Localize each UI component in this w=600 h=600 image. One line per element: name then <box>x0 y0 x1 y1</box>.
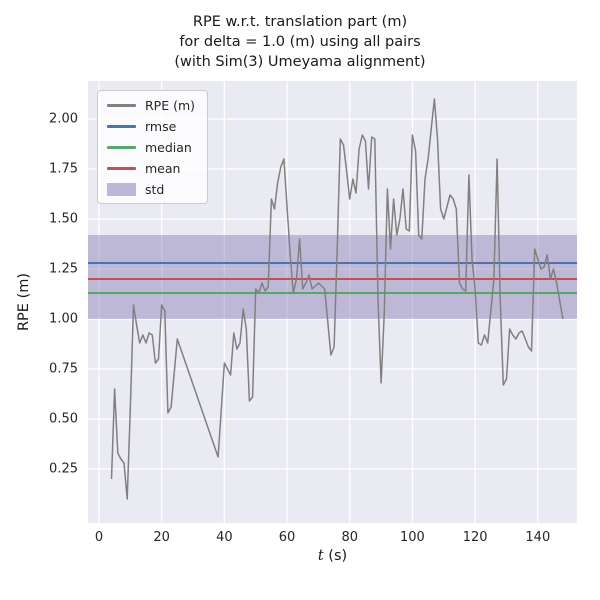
x-tick-label: 60 <box>278 530 296 545</box>
std-patch-swatch <box>107 182 136 196</box>
y-tick-label: 0.75 <box>49 361 78 377</box>
chart-title-line-2: for delta = 1.0 (m) using all pairs <box>179 34 421 50</box>
x-tick-label: 100 <box>400 530 425 545</box>
legend-label-mean: mean <box>145 160 181 176</box>
legend-label-median: median <box>145 139 192 155</box>
chart-title-line-1: RPE w.r.t. translation part (m) <box>192 14 408 30</box>
legend-item-rpe: RPE (m) <box>107 97 195 113</box>
y-tick-label: 0.50 <box>49 411 78 427</box>
x-tick-label: 140 <box>525 530 551 545</box>
x-tick-label: 120 <box>462 530 488 545</box>
legend-item-mean: mean <box>107 160 195 176</box>
y-tick-label: 2.00 <box>49 111 78 127</box>
x-axis-label: t (s) <box>0 548 600 564</box>
median-line-swatch <box>107 145 136 149</box>
y-tick-label: 1.00 <box>49 311 78 327</box>
x-tick-label: 0 <box>94 530 104 545</box>
mean-line-swatch <box>107 166 136 170</box>
rmse-line-swatch <box>107 124 136 128</box>
rpe-series-line <box>110 98 564 500</box>
x-tick-label: 20 <box>153 530 170 545</box>
y-tick-label: 0.25 <box>49 461 78 477</box>
legend: RPE (m) rmse median mean std <box>97 90 209 204</box>
y-tick-label: 1.75 <box>49 161 78 177</box>
plot-area: RPE (m) rmse median mean std <box>88 81 577 523</box>
legend-label-rpe: RPE (m) <box>145 97 196 113</box>
legend-label-std: std <box>145 181 165 197</box>
legend-item-rmse: rmse <box>107 118 195 134</box>
rpe-line-swatch <box>107 103 136 107</box>
y-tick-label: 1.25 <box>49 261 78 277</box>
x-axis-label-unit: (s) <box>323 548 348 564</box>
std-band <box>88 235 577 319</box>
x-tick-label: 80 <box>341 530 359 545</box>
y-tick-label: 1.50 <box>49 211 78 227</box>
chart-title-line-3: (with Sim(3) Umeyama alignment) <box>174 54 426 70</box>
legend-item-std: std <box>107 181 195 197</box>
chart-title: RPE w.r.t. translation part (m) for delt… <box>0 12 600 72</box>
legend-item-median: median <box>107 139 195 155</box>
x-axis-label-variable: t <box>317 548 324 564</box>
plot-canvas <box>88 81 577 523</box>
x-tick-label: 40 <box>216 530 233 545</box>
legend-label-rmse: rmse <box>145 118 177 134</box>
